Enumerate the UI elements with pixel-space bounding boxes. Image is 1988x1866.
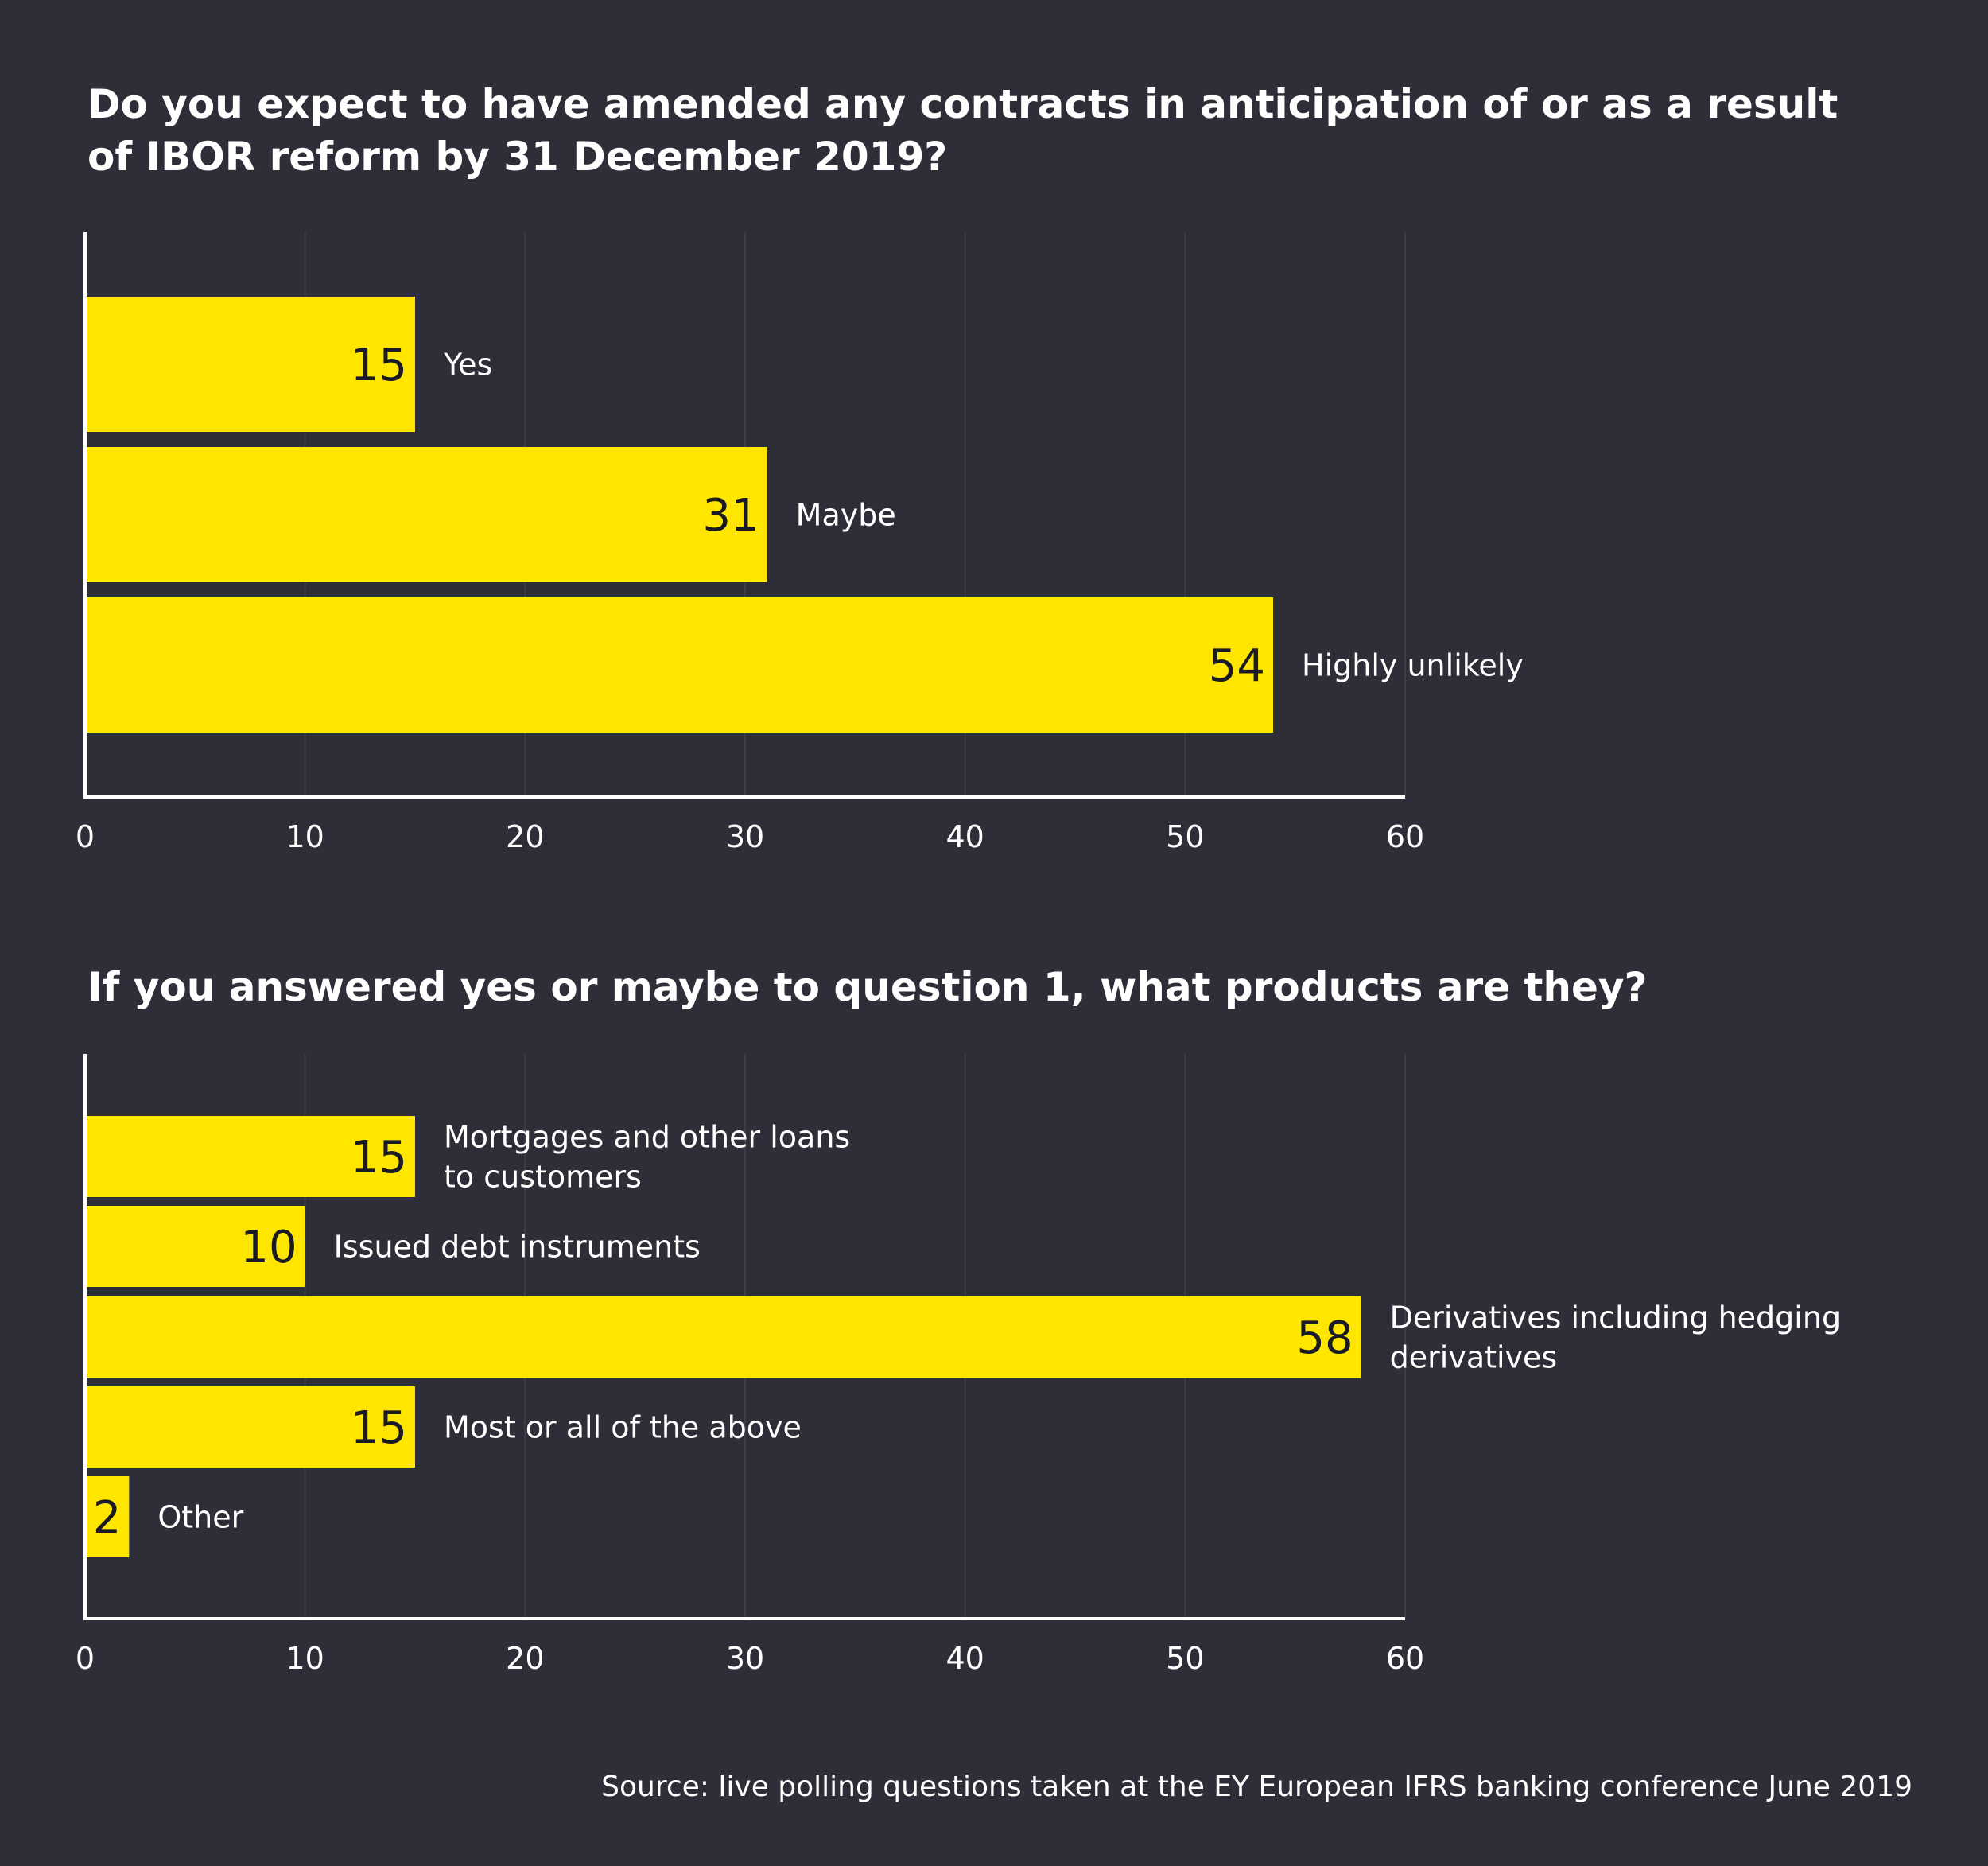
bar-value-label: 31 [702,490,759,542]
x-tick-label: 40 [945,819,984,854]
x-tick-label: 60 [1386,1641,1424,1676]
bar-value-label: 15 [351,1132,407,1184]
x-tick-label: 30 [726,1641,764,1676]
x-tick-label: 60 [1386,819,1424,854]
category-label: Other [157,1500,243,1535]
bar-value-label: 58 [1296,1312,1353,1364]
bar [85,1386,415,1468]
x-tick-label: 30 [726,819,764,854]
x-tick-label: 10 [285,819,324,854]
bar-value-label: 10 [240,1222,297,1273]
chart-1-title: Do you expect to have amended any contra… [87,81,1839,180]
bar [85,1296,1361,1378]
bar [85,447,767,582]
category-label: Highly unlikely [1302,648,1524,683]
category-label: Derivatives including hedging derivatives [1390,1300,1841,1375]
bar-value-label: 54 [1209,640,1265,692]
chart-1: 0 10 20 30 40 50 60 15 Yes 31 Maybe 54 Highly unlike… [76,232,1524,854]
bar-value-label: 2 [93,1492,122,1544]
x-tick-label: 40 [945,1641,984,1676]
chart-2: 0 10 20 30 40 50 60 15 Mortgages and other loans… [76,1054,1841,1676]
category-label: Most or all of the above [444,1410,802,1445]
chart-2-title: If you answered yes or maybe to question… [87,964,1648,1010]
x-tick-label: 50 [1166,1641,1204,1676]
bar-value-label: 15 [351,340,407,391]
x-tick-label: 0 [76,819,95,854]
bar [85,1116,415,1197]
category-label: Maybe [796,498,896,533]
category-label: Yes [443,348,492,383]
category-label: Mortgages and other loans to customers [444,1120,850,1195]
bar-value-label: 15 [351,1402,407,1454]
bar [85,1206,305,1287]
bar [85,597,1273,733]
x-tick-label: 20 [506,1641,544,1676]
bar [85,1476,130,1557]
x-tick-label: 50 [1166,819,1204,854]
source-note: Source: live polling questions taken at … [601,1771,1912,1803]
category-label: Issued debt instruments [334,1230,701,1265]
bar [85,297,415,432]
x-tick-label: 20 [506,819,544,854]
x-tick-label: 10 [285,1641,324,1676]
x-tick-label: 0 [76,1641,95,1676]
